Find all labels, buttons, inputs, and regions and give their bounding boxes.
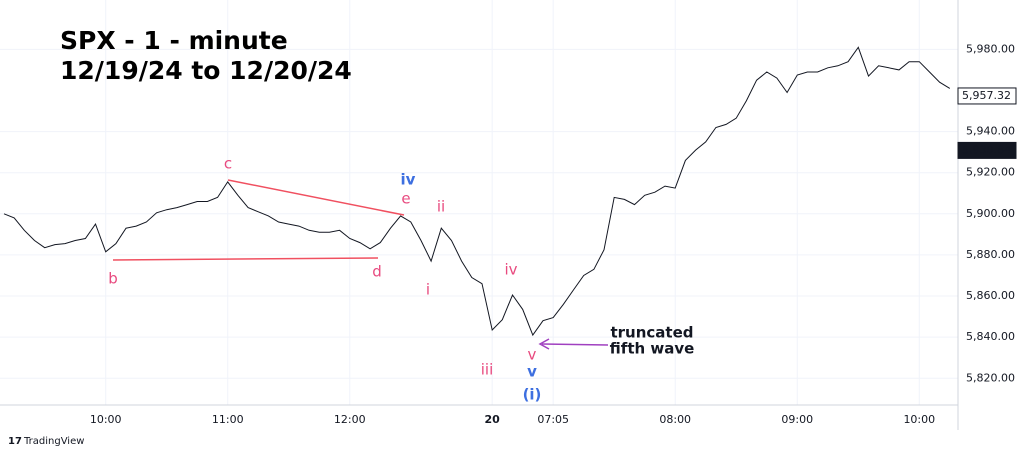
y-tick-label: 5,900.00 xyxy=(966,207,1015,220)
x-tick-label: 20 xyxy=(485,413,501,426)
wave-label: b xyxy=(108,270,118,288)
arrow xyxy=(541,343,609,346)
y-tick-label: 5,920.00 xyxy=(966,166,1015,179)
y-tick-label: 5,940.00 xyxy=(966,125,1015,138)
trend-line xyxy=(227,179,405,216)
x-tick-label: 10:00 xyxy=(903,413,935,426)
x-tick-label: 11:00 xyxy=(212,413,244,426)
wave-label: ii xyxy=(437,198,445,216)
x-tick-label: 09:00 xyxy=(781,413,813,426)
arrow-head xyxy=(538,338,550,350)
watermark: TradingView xyxy=(23,436,84,447)
logo: 17 xyxy=(8,436,22,447)
wave-label: iv xyxy=(401,171,416,189)
price-label-box xyxy=(957,87,1017,105)
y-tick-label: 5,840.00 xyxy=(966,330,1015,343)
chart-title: 12/19/24 to 12/20/24 xyxy=(60,56,352,85)
chart-title: SPX - 1 - minute xyxy=(60,26,288,55)
trend-line xyxy=(112,257,379,261)
x-tick-label: 12:00 xyxy=(334,413,366,426)
price-label-box xyxy=(957,141,1017,159)
x-tick-label: 07:05 xyxy=(537,413,569,426)
price-label: 5,930.84 xyxy=(962,143,1011,156)
wave-label: v xyxy=(528,346,537,364)
wave-label: e xyxy=(401,190,410,208)
wave-label: truncated xyxy=(610,324,693,342)
price-label: 5,957.32 xyxy=(962,89,1011,102)
wave-label: d xyxy=(372,263,382,281)
price-line xyxy=(3,46,951,337)
wave-label: c xyxy=(224,155,232,173)
y-tick-label: 5,860.00 xyxy=(966,289,1015,302)
y-tick-label: 5,880.00 xyxy=(966,248,1015,261)
x-tick-label: 08:00 xyxy=(659,413,691,426)
y-tick-label: 5,980.00 xyxy=(966,42,1015,55)
wave-label: i xyxy=(426,281,430,299)
wave-label: iv xyxy=(504,261,517,279)
wave-label: v xyxy=(527,363,537,381)
wave-label: iii xyxy=(481,361,494,379)
y-tick-label: 5,820.00 xyxy=(966,371,1015,384)
x-tick-label: 10:00 xyxy=(90,413,122,426)
wave-label: fifth wave xyxy=(610,340,695,358)
wave-label: (i) xyxy=(523,386,542,404)
